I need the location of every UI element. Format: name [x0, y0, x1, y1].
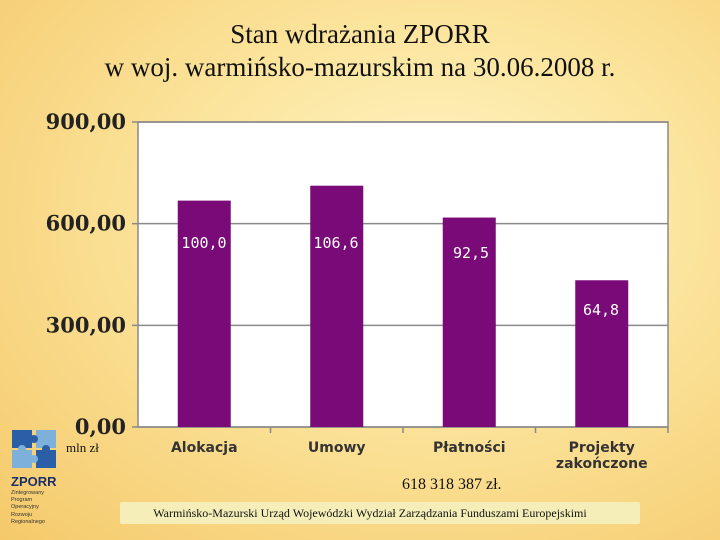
- x-tick-label: Alokacja: [171, 440, 238, 456]
- data-label: 92,5: [453, 244, 489, 262]
- title-line-2: w woj. warmińsko-mazurskim na 30.06.2008…: [104, 52, 616, 82]
- logo-wordmark: ZPORR: [11, 474, 57, 489]
- logo-line: Rozwoju: [11, 511, 33, 518]
- y-tick-label: 300,00: [46, 312, 126, 337]
- logo-line: Zintegrowany: [11, 490, 45, 496]
- data-label: 64,8: [583, 301, 619, 319]
- logo-subtitle: Zintegrowany Program Operacyjny Rozwoju …: [11, 490, 69, 526]
- bar: [310, 185, 364, 427]
- logo-line: Regionalnego: [11, 518, 45, 525]
- bar: [575, 280, 629, 427]
- x-tick-label: zakończone: [556, 456, 648, 472]
- bar: [177, 200, 231, 427]
- total-amount: 618 318 387 zł.: [402, 476, 502, 493]
- footer-bar: Warmińsko-Mazurski Urząd Wojewódzki Wydz…: [120, 502, 640, 524]
- y-tick-label: 600,00: [46, 211, 126, 236]
- puzzle-logo-icon: [12, 430, 56, 468]
- data-label: 106,6: [313, 234, 358, 252]
- x-tick-label: Umowy: [308, 440, 366, 456]
- title-line-1: Stan wdrażania ZPORR: [230, 19, 490, 49]
- logo-line: Operacyjny: [11, 504, 39, 511]
- chart-title: Stan wdrażania ZPORR w woj. warmińsko-ma…: [0, 18, 720, 84]
- zporr-logo: ZPORR Zintegrowany Program Operacyjny Ro…: [8, 424, 68, 536]
- y-tick-label: 900,00: [46, 109, 126, 134]
- bar: [442, 217, 496, 427]
- data-label: 100,0: [181, 234, 226, 252]
- logo-line: Program: [11, 497, 33, 504]
- footer-text: Warmińsko-Mazurski Urząd Wojewódzki Wydz…: [153, 506, 587, 520]
- x-tick-label: Projekty: [569, 440, 635, 456]
- x-tick-label: Płatności: [433, 440, 506, 456]
- y-tick-label: 0,00: [75, 414, 126, 439]
- unit-label: mln zł: [66, 440, 99, 455]
